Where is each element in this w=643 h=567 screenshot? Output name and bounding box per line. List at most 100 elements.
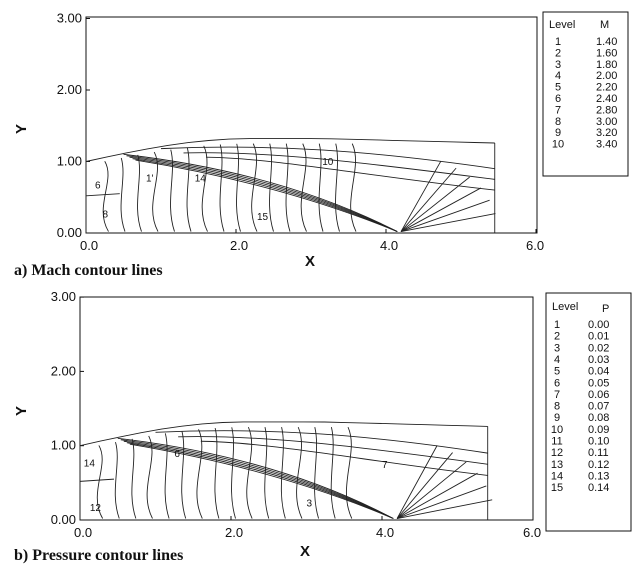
contour-line — [132, 158, 398, 232]
x-tick-label: 2.0 — [225, 525, 243, 540]
caption-mach: a) Mach contour lines — [14, 262, 163, 279]
contour-line — [236, 143, 241, 232]
contour-line — [335, 143, 340, 232]
x-tick-label: 6.0 — [526, 238, 544, 253]
legend-level: 13 — [551, 459, 563, 471]
y-tick-label: 1.00 — [57, 154, 82, 169]
contour-line — [280, 427, 286, 519]
contour-line — [296, 426, 303, 519]
contour-line — [396, 445, 438, 519]
contour-line — [264, 427, 270, 519]
y-tick-label: 1.00 — [51, 438, 76, 453]
contour-line — [314, 427, 320, 519]
legend-header-p: P — [602, 303, 609, 315]
contour-line — [318, 143, 324, 232]
ticks-mach: 0.0 2.0 4.0 6.0 0.00 1.00 2.00 3.00 — [57, 11, 544, 254]
legend-pressure: Level P 1 0.00 2 0.01 3 0.02 4 0.03 5 0.04 6 0.05 7 0… — [545, 292, 632, 532]
contour-labels-pressure: 6 7 14 12 3 — [84, 449, 388, 514]
contour-line — [129, 443, 394, 519]
contour-line — [219, 144, 225, 232]
contour-label: 7 — [382, 460, 388, 471]
legend-level: 9 — [554, 412, 560, 424]
contour-line — [400, 167, 457, 232]
legend-value: 0.01 — [588, 331, 609, 343]
contour-line — [400, 199, 490, 232]
legend-value: 3.20 — [596, 127, 617, 139]
legend-level: 4 — [554, 354, 560, 366]
x-tick-label: 2.0 — [230, 238, 248, 253]
legend-level: 5 — [555, 82, 561, 94]
legend-box-pressure — [545, 292, 632, 532]
contour-line — [396, 461, 467, 519]
contours-mach — [85, 138, 496, 233]
legend-level: 6 — [554, 377, 560, 389]
contour-line — [131, 438, 137, 519]
contour-line — [400, 187, 482, 232]
contour-line — [350, 143, 357, 232]
contour-label: 6 — [174, 449, 180, 460]
legend-value: 0.14 — [588, 482, 609, 494]
legend-value: 0.06 — [588, 389, 609, 401]
contour-line — [137, 154, 142, 232]
contour-line — [129, 156, 398, 232]
legend-header-level-mach: Level — [549, 19, 575, 31]
contour-line — [205, 156, 495, 191]
x-axis-label-mach: X — [305, 253, 315, 270]
legend-value: 0.08 — [588, 412, 609, 424]
contour-line — [135, 159, 398, 232]
contour-line — [200, 440, 488, 476]
legend-header-level-pressure: Level — [552, 301, 578, 313]
contours-pressure — [79, 421, 493, 520]
contour-line — [186, 147, 192, 232]
legend-value: 2.40 — [596, 93, 617, 105]
legend-level: 8 — [555, 116, 561, 128]
contour-line — [123, 440, 394, 519]
contour-line — [196, 429, 203, 519]
contour-line — [214, 427, 220, 519]
contour-line — [120, 439, 394, 519]
y-axis-label-pressure: Y — [13, 406, 30, 416]
legend-level: 2 — [555, 47, 561, 59]
contour-line — [181, 430, 187, 519]
ticks-pressure: 0.0 2.0 4.0 6.0 0.00 1.00 2.00 3.00 — [51, 289, 541, 540]
x-axis-label-pressure: X — [300, 543, 310, 560]
legend-level: 1 — [554, 319, 560, 331]
y-tick-label: 0.00 — [51, 512, 76, 527]
contour-line — [126, 155, 398, 232]
legend-level: 10 — [552, 139, 564, 151]
contour-line — [396, 452, 453, 519]
legend-value: 2.20 — [596, 82, 617, 94]
contour-label: 6 — [95, 181, 101, 192]
legend-level: 2 — [554, 331, 560, 343]
contour-labels-mach: 10 6 1' 14 8 15 — [95, 157, 334, 223]
legend-level: 7 — [554, 389, 560, 401]
legend-level: 5 — [554, 366, 560, 378]
y-tick-label: 3.00 — [51, 289, 76, 304]
contour-line — [96, 445, 104, 519]
contour-label: 8 — [103, 209, 109, 220]
legend-value: 0.10 — [588, 436, 609, 448]
contour-label: 1' — [146, 174, 154, 185]
contour-line — [85, 138, 495, 162]
x-tick-label: 0.0 — [74, 525, 92, 540]
y-tick-label: 2.00 — [51, 363, 76, 378]
legend-value: 1.40 — [596, 36, 617, 48]
legend-level: 8 — [554, 401, 560, 413]
legend-value: 0.05 — [588, 377, 609, 389]
legend-value: 0.04 — [588, 366, 609, 378]
contour-line — [231, 427, 236, 519]
contour-line — [120, 157, 126, 232]
contour-line — [183, 152, 495, 180]
legend-header-m: M — [600, 19, 609, 31]
legend-box-mach — [542, 11, 629, 177]
x-tick-label: 6.0 — [523, 525, 541, 540]
legend-value: 3.00 — [596, 116, 617, 128]
contour-line — [397, 499, 493, 519]
legend-level: 3 — [555, 59, 561, 71]
contour-line — [269, 143, 274, 232]
caption-pressure: b) Pressure contour lines — [14, 547, 183, 564]
legend-level: 9 — [555, 127, 561, 139]
legend-value: 0.07 — [588, 401, 609, 413]
legend-value: 0.12 — [588, 459, 609, 471]
legend-rows-pressure: 1 0.00 2 0.01 3 0.02 4 0.03 5 0.04 6 0.05 7 0.06 8 0.07… — [551, 319, 610, 494]
